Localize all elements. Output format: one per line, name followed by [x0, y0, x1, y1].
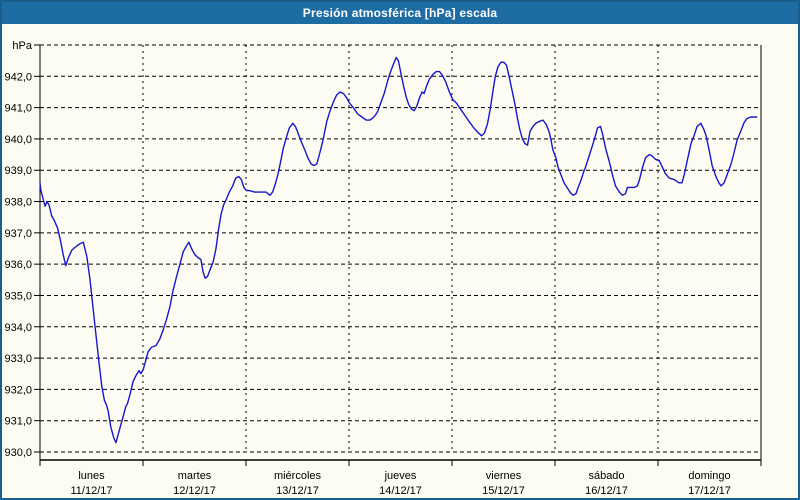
- pressure-line: [39, 56, 758, 444]
- y-tick-label: 938,0: [4, 197, 32, 209]
- x-date-label: 12/12/17: [173, 485, 216, 497]
- y-tick-label: 930,0: [4, 447, 32, 459]
- x-date-label: 16/12/17: [585, 485, 628, 497]
- y-axis-unit-label: hPa: [12, 40, 32, 52]
- x-day-label: lunes: [78, 470, 105, 482]
- y-tick-label: 935,0: [4, 290, 32, 302]
- x-day-label: jueves: [384, 470, 417, 482]
- y-tick-label: 934,0: [4, 322, 32, 334]
- x-day-label: sábado: [588, 470, 624, 482]
- y-tick-label: 939,0: [4, 165, 32, 177]
- x-date-label: 17/12/17: [688, 485, 731, 497]
- y-tick-label: 940,0: [4, 134, 32, 146]
- y-tick-label: 937,0: [4, 228, 32, 240]
- x-date-label: 14/12/17: [379, 485, 422, 497]
- pressure-chart-svg: 930,0 931,0 932,0 933,0 934,0 935,0 936,0 937,0…: [4, 40, 762, 497]
- y-tick-label: 932,0: [4, 384, 32, 396]
- x-day-label: martes: [178, 470, 212, 482]
- x-day-label: domingo: [688, 470, 730, 482]
- x-date-label: 15/12/17: [482, 485, 525, 497]
- x-day-label: viernes: [486, 470, 522, 482]
- y-tick-label: 931,0: [4, 416, 32, 428]
- x-date-label: 13/12/17: [276, 485, 319, 497]
- x-date-label: 11/12/17: [70, 485, 112, 497]
- chart-title: Presión atmosférica [hPa] escala: [302, 6, 498, 20]
- y-tick-label: 941,0: [4, 103, 32, 115]
- x-day-label: miércoles: [274, 470, 322, 482]
- y-tick-label: 933,0: [4, 353, 32, 365]
- y-tick-label: 936,0: [4, 259, 32, 271]
- y-tick-label: 942,0: [4, 71, 32, 83]
- chart-title-bar: Presión atmosférica [hPa] escala: [2, 2, 798, 24]
- pressure-chart: 930,0 931,0 932,0 933,0 934,0 935,0 936,0 937,0…: [2, 24, 798, 498]
